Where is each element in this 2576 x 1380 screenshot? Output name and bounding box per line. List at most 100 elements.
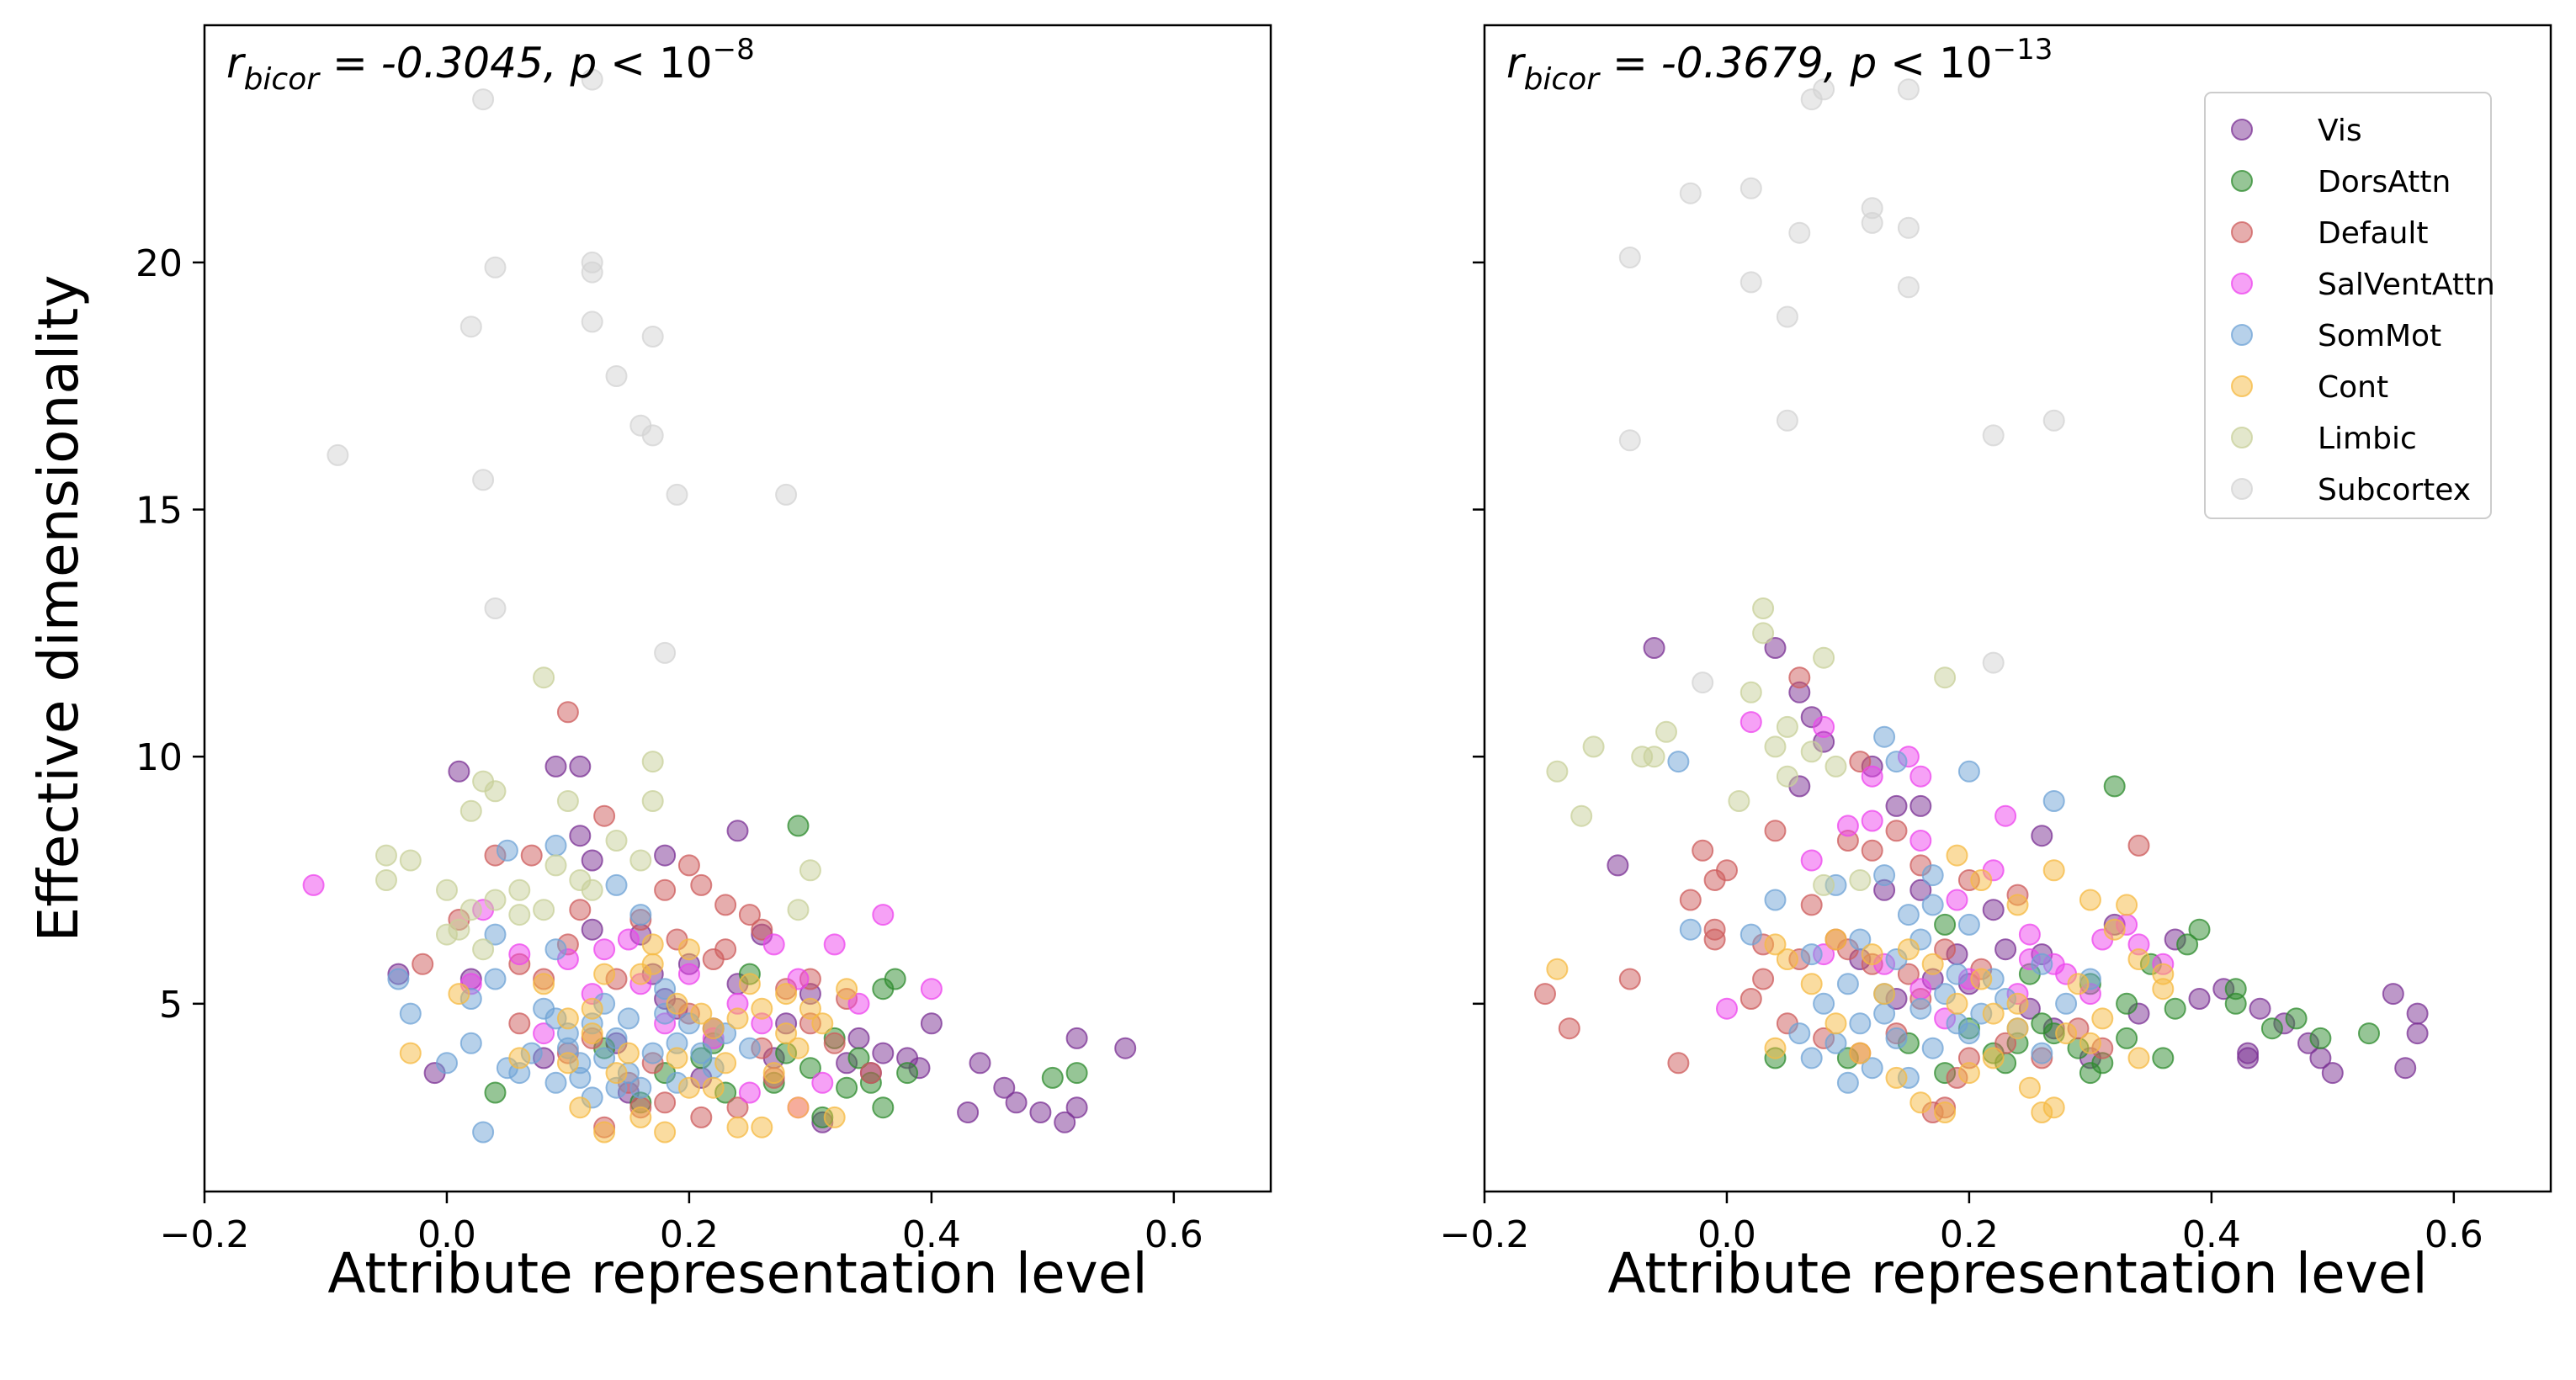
x-axis-label: Attribute representation level <box>1607 1241 2427 1306</box>
data-point-dorsattn <box>2079 1062 2101 1085</box>
data-point-default <box>714 894 737 916</box>
data-point-vis <box>993 1076 1016 1099</box>
data-point-sommot <box>1946 1012 1968 1035</box>
data-point-default <box>1788 666 1811 689</box>
data-point-dorsattn <box>2224 992 2247 1015</box>
data-point-salventattn <box>677 963 700 985</box>
data-point-sommot <box>617 1007 640 1030</box>
data-point-vis <box>969 1052 991 1075</box>
data-point-default <box>1861 839 1883 862</box>
data-point-limbic <box>436 878 458 901</box>
data-point-vis <box>569 825 592 847</box>
data-point-sommot <box>1849 928 1872 951</box>
data-point-limbic <box>1728 790 1750 812</box>
data-point-cont <box>2018 1076 2041 1099</box>
data-point-salventattn <box>1836 815 1859 837</box>
data-point-limbic <box>544 854 567 877</box>
data-point-vis <box>1607 854 1629 877</box>
data-point-dorsattn <box>2176 933 2199 956</box>
stat-annotation: rbicor = -0.3679, p < 10−13 <box>1506 33 2053 97</box>
data-point-sommot <box>484 968 507 990</box>
data-point-dorsattn <box>2031 1012 2053 1035</box>
data-point-subcortex <box>1813 78 1835 101</box>
series-cont <box>399 933 858 1144</box>
x-tick-label: −0.2 <box>160 1213 250 1256</box>
data-point-default <box>1764 820 1787 842</box>
data-point-vis <box>1885 794 1908 817</box>
data-point-salventattn <box>1739 711 1762 734</box>
data-point-cont <box>2103 918 2126 941</box>
data-point-cont <box>702 1076 725 1099</box>
x-tick-label: 0.4 <box>2182 1213 2241 1256</box>
data-point-default <box>1703 869 1726 891</box>
legend-marker-cont <box>2231 375 2253 397</box>
data-point-sommot <box>472 1121 495 1144</box>
data-point-default <box>1534 983 1556 1006</box>
data-point-dorsattn <box>1041 1066 1064 1089</box>
data-point-vis <box>726 820 749 842</box>
data-point-vis <box>569 755 592 778</box>
data-point-salventattn <box>1716 997 1738 1020</box>
data-point-cont <box>1764 1037 1787 1059</box>
data-point-cont <box>556 1007 579 1030</box>
data-point-subcortex <box>1618 247 1641 268</box>
data-point-subcortex <box>605 365 628 387</box>
data-point-limbic <box>1546 760 1569 783</box>
data-point-sommot <box>496 839 518 862</box>
data-point-limbic <box>399 849 422 872</box>
data-point-subcortex <box>654 641 677 664</box>
data-point-sommot <box>1739 923 1762 946</box>
y-tick-label: 5 <box>159 984 183 1027</box>
data-point-sommot <box>1800 1047 1823 1070</box>
data-point-salventattn <box>508 943 531 966</box>
data-point-cont <box>751 1116 773 1138</box>
data-point-limbic <box>533 899 555 921</box>
data-point-subcortex <box>327 443 349 466</box>
data-point-dorsattn <box>1934 913 1957 936</box>
data-point-default <box>1897 963 1920 985</box>
data-point-dorsattn <box>2116 1027 2138 1049</box>
data-point-cont <box>1764 933 1787 956</box>
x-tick-label: 0.0 <box>417 1213 476 1256</box>
data-point-dorsattn <box>2164 997 2186 1020</box>
data-point-limbic <box>1934 666 1957 689</box>
data-point-dorsattn <box>484 1081 507 1104</box>
data-point-default <box>412 953 434 975</box>
x-tick-label: 0.0 <box>1697 1213 1756 1256</box>
data-point-salventattn <box>823 933 846 956</box>
data-point-sommot <box>605 873 628 896</box>
data-point-subcortex <box>484 256 507 279</box>
data-point-cont <box>787 1037 810 1059</box>
data-point-sommot <box>1813 992 1835 1015</box>
data-point-cont <box>1824 928 1847 951</box>
data-point-limbic <box>1752 597 1775 619</box>
data-point-cont <box>654 1121 677 1144</box>
data-point-cont <box>702 1017 725 1040</box>
data-point-vis <box>2406 1022 2429 1045</box>
data-point-dorsattn <box>872 1096 895 1119</box>
x-tick-label: 0.4 <box>902 1213 961 1256</box>
data-point-sommot <box>641 1042 664 1064</box>
data-point-cont <box>1921 953 1944 975</box>
data-point-cont <box>581 997 603 1020</box>
data-point-default <box>1752 968 1775 990</box>
data-point-subcortex <box>472 469 495 491</box>
data-point-default <box>1558 1017 1580 1040</box>
data-point-sommot <box>1824 1032 1847 1054</box>
data-point-sommot <box>1921 864 1944 887</box>
data-point-sommot <box>593 1047 616 1070</box>
data-point-limbic <box>1764 735 1787 758</box>
data-point-default <box>1739 988 1762 1010</box>
data-point-dorsattn <box>884 968 906 990</box>
data-point-salventattn <box>920 978 943 1000</box>
data-point-vis <box>1909 794 1932 817</box>
x-axis-label: Attribute representation level <box>327 1241 1147 1306</box>
series-limbic <box>375 666 821 961</box>
data-point-subcortex <box>1776 305 1798 328</box>
data-point-limbic <box>641 790 664 812</box>
data-point-dorsattn <box>2309 1027 2332 1049</box>
data-point-cont <box>775 1022 798 1045</box>
data-point-vis <box>581 918 603 941</box>
data-point-sommot <box>1800 943 1823 966</box>
data-point-cont <box>1800 973 1823 995</box>
